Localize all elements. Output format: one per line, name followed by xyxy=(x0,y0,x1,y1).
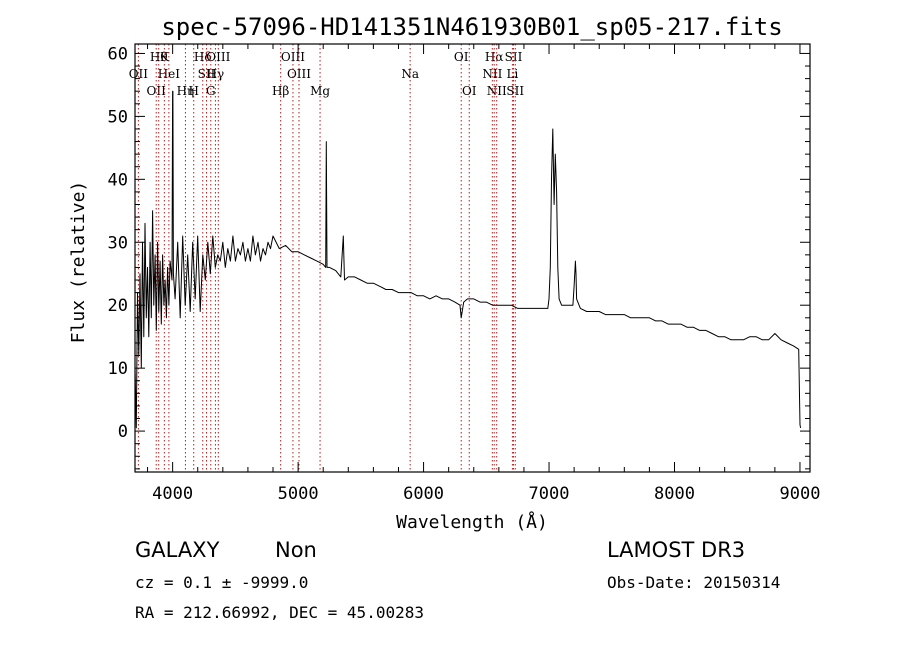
marker-label: OIII xyxy=(206,50,230,64)
marker-label: OI xyxy=(454,50,469,64)
object-subclass: Non xyxy=(275,538,317,562)
marker-label: Hδ xyxy=(194,50,212,64)
x-tick-label: 9000 xyxy=(779,484,820,504)
marker-label: OI xyxy=(462,84,477,98)
marker-label: OIII xyxy=(281,50,305,64)
object-class: GALAXY xyxy=(135,538,220,562)
marker-label: SII xyxy=(506,84,524,98)
x-tick-label: 4000 xyxy=(152,484,193,504)
marker-label: Hα xyxy=(485,50,504,64)
marker-label: OIII xyxy=(287,67,311,81)
marker-label: Na xyxy=(401,67,419,81)
y-tick-label: 60 xyxy=(108,44,128,64)
marker-label: OII xyxy=(129,67,149,81)
obs-date-text: Obs-Date: 20150314 xyxy=(607,573,781,592)
y-tick-label: 50 xyxy=(108,107,128,127)
coordinates-text: RA = 212.66992, DEC = 45.00283 xyxy=(135,603,424,622)
marker-label: H xyxy=(188,84,198,98)
axes: 4000 5000 6000 7000 8000 9000 0 10 20 30 40 50 60 xyxy=(108,44,820,504)
survey-name: LAMOST DR3 xyxy=(607,538,746,562)
marker-label: Mg xyxy=(310,84,330,98)
marker-label: SII xyxy=(505,50,523,64)
marker-label: NII xyxy=(487,84,507,98)
marker-label: Hγ xyxy=(207,67,225,81)
x-axis-label: Wavelength (Å) xyxy=(396,511,548,533)
plot-frame xyxy=(134,43,811,473)
y-tick-label: 10 xyxy=(108,359,128,379)
marker-label: OII xyxy=(147,84,167,98)
spectrum-series xyxy=(134,90,802,429)
y-tick-label: 40 xyxy=(108,170,128,190)
marker-label: Hη xyxy=(177,84,195,98)
marker-label: HeI xyxy=(158,67,181,81)
marker-label: K xyxy=(160,50,170,64)
y-axis-label: Flux (relative) xyxy=(68,181,89,344)
y-tick-label: 0 xyxy=(118,422,128,442)
chart-title: spec-57096-HD141351N461930B01_sp05-217.f… xyxy=(161,13,782,41)
marker-label: NII xyxy=(482,67,502,81)
x-tick-label: 7000 xyxy=(529,484,570,504)
y-tick-label: 30 xyxy=(108,233,128,253)
marker-label: Li xyxy=(506,67,518,81)
marker-label: Hθ xyxy=(150,50,168,64)
y-tick-label: 20 xyxy=(108,296,128,316)
redshift-text: cz = 0.1 ± -9999.0 xyxy=(135,573,309,592)
x-tick-label: 5000 xyxy=(278,484,319,504)
series-spectrum-line xyxy=(134,90,802,429)
x-tick-label: 8000 xyxy=(654,484,695,504)
marker-label: G xyxy=(206,84,216,98)
x-tick-label: 6000 xyxy=(403,484,444,504)
marker-label: Hβ xyxy=(272,84,289,98)
